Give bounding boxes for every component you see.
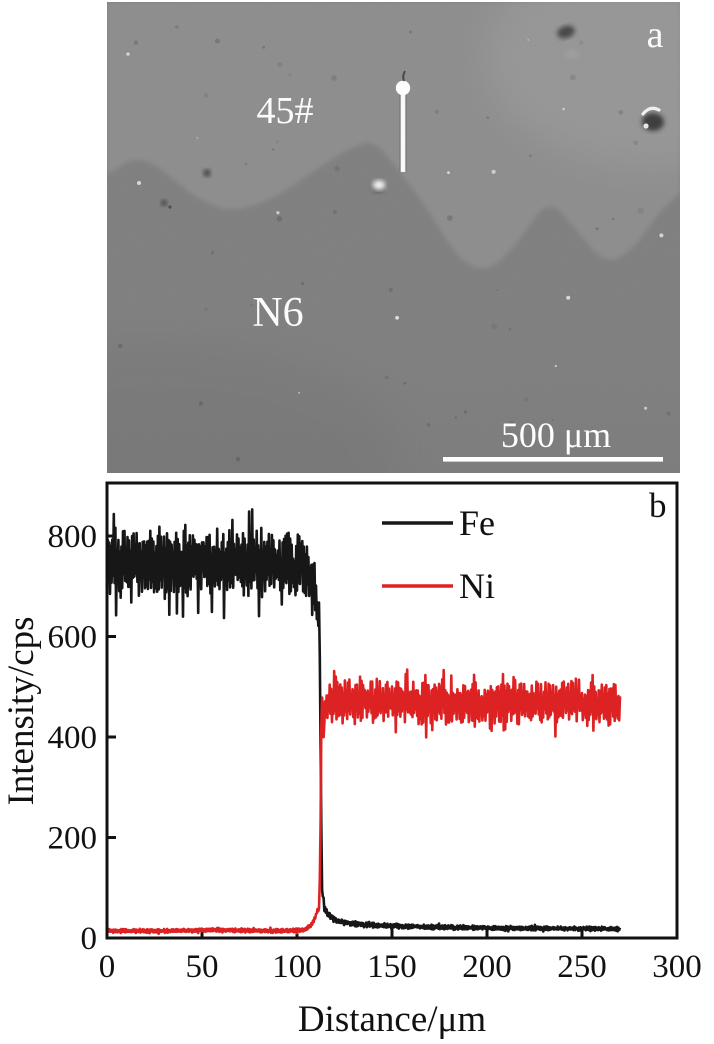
sem-grain [107,2,680,473]
y-tick-label: 600 [48,620,98,656]
y-axis-title: Intensity/cps [1,616,42,805]
x-tick-label: 200 [462,949,512,985]
x-axis-title: Distance/μm [298,999,487,1040]
material-label-n6: N6 [252,290,303,336]
x-tick-label: 0 [99,949,116,985]
series-line-ni [108,668,622,936]
scale-bar-label: 500 μm [501,415,611,455]
x-tick-label: 50 [186,949,219,985]
y-tick-label: 800 [48,519,98,555]
sem-micrograph-panel: 45# N6 a 500 μm [107,2,680,473]
axis-ticks [105,534,679,940]
legend-label-ni: Ni [459,566,495,606]
axis-tick-labels: 0 50 100 150 200 250 300 0 200 400 600 800 [48,519,702,985]
material-label-45: 45# [257,90,314,132]
plot-border [105,481,679,940]
x-tick-label: 250 [557,949,607,985]
y-tick-label: 200 [48,821,98,857]
x-tick-label: 150 [367,949,417,985]
chart-legend: Fe Ni [382,503,495,606]
y-tick-label: 400 [48,720,98,756]
chart-series [108,508,622,936]
legend-label-fe: Fe [459,503,495,543]
panel-a-label: a [647,14,664,56]
x-tick-label: 300 [652,949,702,985]
x-tick-label: 100 [272,949,322,985]
series-line-fe [108,508,622,933]
y-tick-label: 0 [81,921,98,957]
scale-bar: 500 μm [443,415,663,462]
panel-b-label: b [649,486,667,525]
